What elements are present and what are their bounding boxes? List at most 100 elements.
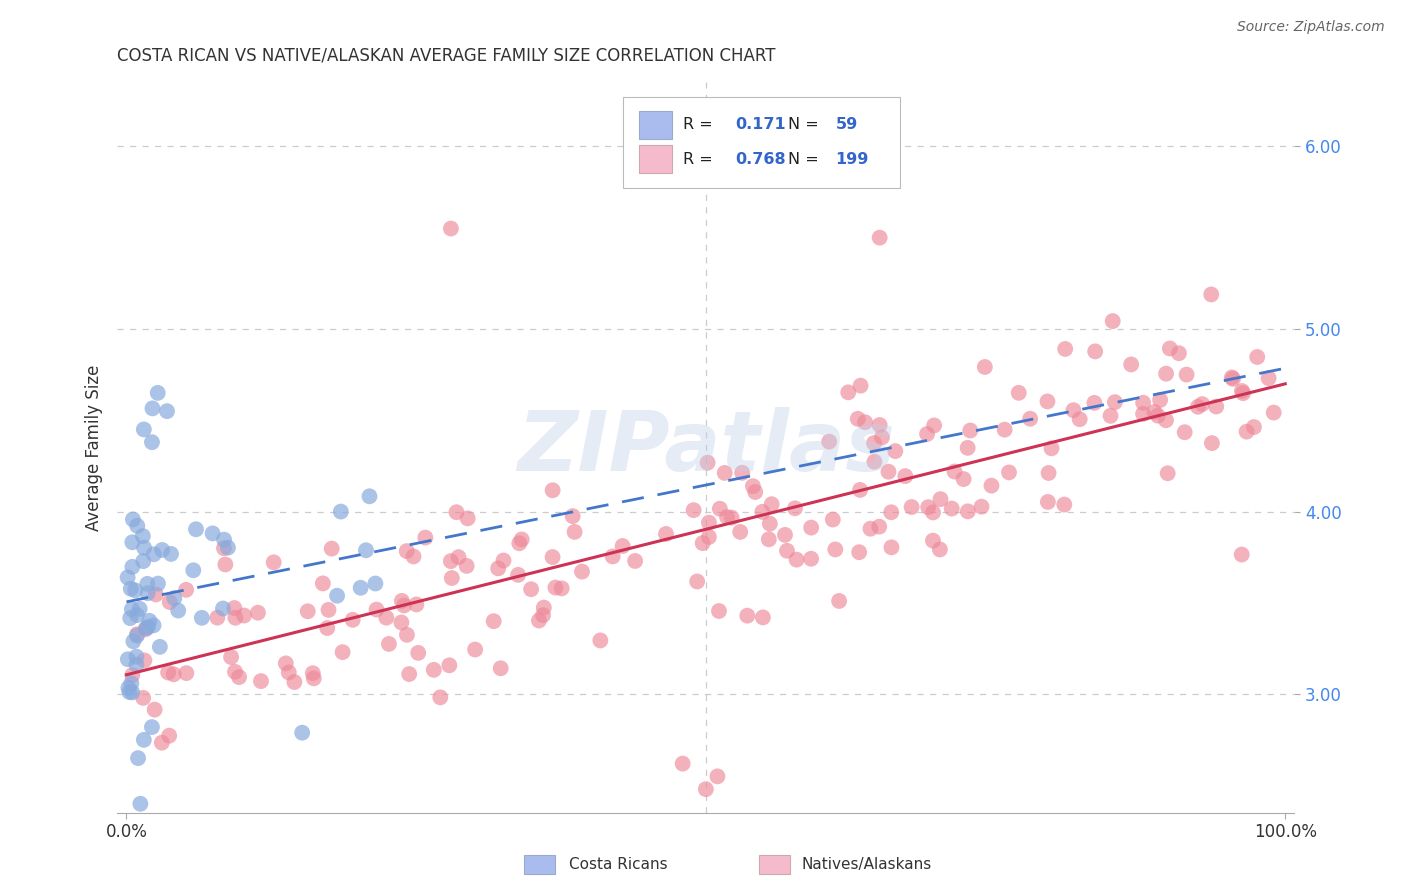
Point (869, 417, 891, 432)
Point (533, 600, 555, 615)
Point (1019, 411, 1042, 425)
Text: R =: R = (683, 118, 713, 132)
Point (145, 587, 167, 601)
Point (837, 385, 859, 400)
Point (1156, 467, 1178, 481)
Text: COSTA RICAN VS NATIVE/ALASKAN AVERAGE FAMILY SIZE CORRELATION CHART: COSTA RICAN VS NATIVE/ALASKAN AVERAGE FA… (117, 46, 776, 64)
Point (135, 621, 157, 635)
Point (773, 528, 796, 542)
Point (697, 516, 720, 530)
Point (125, 608, 148, 623)
Point (1149, 392, 1171, 407)
Point (720, 510, 742, 524)
Point (121, 559, 143, 574)
Point (120, 582, 142, 596)
Point (157, 665, 180, 680)
Point (915, 427, 938, 442)
Point (156, 404, 179, 418)
Point (464, 642, 486, 657)
Point (800, 551, 823, 566)
Point (1054, 342, 1077, 356)
Point (589, 633, 612, 648)
Point (744, 485, 766, 500)
Point (364, 576, 387, 591)
Point (541, 483, 564, 498)
Point (125, 629, 148, 643)
Point (118, 685, 141, 699)
Text: Source: ZipAtlas.com: Source: ZipAtlas.com (1237, 20, 1385, 34)
Point (122, 634, 145, 648)
Point (136, 586, 159, 600)
Point (150, 736, 173, 750)
Point (759, 516, 782, 531)
Point (141, 401, 163, 416)
Point (446, 505, 468, 519)
Point (544, 581, 567, 595)
Point (655, 527, 678, 541)
Point (134, 653, 156, 667)
Point (1084, 344, 1107, 359)
Point (1099, 409, 1122, 423)
Point (1175, 368, 1198, 382)
Bar (638, 111, 672, 138)
Point (1008, 385, 1031, 400)
Point (423, 663, 446, 677)
Point (181, 563, 204, 577)
Text: N =: N = (789, 152, 820, 167)
Point (697, 530, 720, 544)
Point (707, 604, 730, 618)
Point (378, 637, 401, 651)
Point (1187, 400, 1209, 414)
Point (973, 359, 995, 374)
Point (143, 703, 166, 717)
Point (440, 554, 463, 568)
Point (922, 533, 945, 548)
Point (869, 230, 891, 244)
Point (824, 542, 846, 557)
Point (716, 510, 738, 524)
Point (1243, 420, 1265, 434)
Point (1199, 287, 1222, 301)
Text: 59: 59 (835, 118, 858, 132)
Text: Natives/Alaskans: Natives/Alaskans (801, 857, 932, 872)
Point (184, 522, 207, 536)
Point (1167, 346, 1189, 360)
Point (929, 492, 952, 507)
Point (1257, 371, 1279, 385)
Point (191, 611, 214, 625)
Point (277, 665, 299, 680)
Point (550, 582, 572, 596)
Point (219, 650, 242, 665)
Text: R =: R = (683, 152, 713, 167)
Point (159, 595, 181, 609)
Point (884, 444, 907, 458)
Point (612, 539, 634, 553)
Point (1159, 342, 1181, 356)
Point (132, 732, 155, 747)
Point (274, 657, 297, 671)
Point (980, 478, 1002, 492)
Point (672, 756, 695, 771)
Point (602, 549, 624, 564)
Point (1083, 396, 1105, 410)
Point (783, 501, 806, 516)
Point (117, 652, 139, 666)
Point (849, 378, 872, 392)
Point (880, 541, 903, 555)
Point (201, 526, 224, 541)
Point (142, 547, 165, 561)
Point (486, 561, 509, 575)
Text: Costa Ricans: Costa Ricans (569, 857, 668, 872)
Point (354, 543, 377, 558)
Point (214, 558, 236, 572)
Point (167, 603, 190, 617)
Point (120, 611, 142, 625)
Point (224, 611, 246, 625)
Point (541, 550, 564, 565)
Point (1053, 498, 1076, 512)
Point (121, 668, 143, 682)
Point (121, 602, 143, 616)
Point (686, 574, 709, 589)
Point (1038, 466, 1060, 480)
Point (121, 685, 143, 699)
